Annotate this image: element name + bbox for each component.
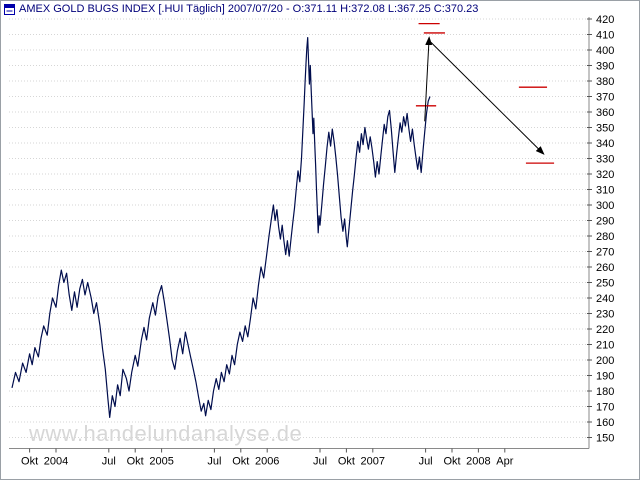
x-axis-label: Okt	[127, 456, 144, 468]
y-axis-label: 170	[596, 402, 614, 414]
annotation-arrow	[424, 36, 433, 122]
y-axis-label: 220	[596, 324, 614, 336]
y-axis-label: 210	[596, 340, 614, 352]
y-axis-label: 320	[596, 169, 614, 181]
y-axis-label: 390	[596, 61, 614, 73]
x-axis-label: Jul	[102, 456, 116, 468]
x-axis-label: Jul	[207, 456, 221, 468]
y-axis-label: 280	[596, 231, 614, 243]
y-axis-label: 230	[596, 309, 614, 321]
y-axis-label: 330	[596, 154, 614, 166]
y-axis-label: 400	[596, 45, 614, 57]
title-bar: AMEX GOLD BUGS INDEX [.HUI Täglich] 2007…	[1, 1, 639, 17]
price-line	[11, 37, 431, 418]
y-axis-label: 380	[596, 76, 614, 88]
y-axis-label: 410	[596, 30, 614, 42]
y-axis-label: 290	[596, 216, 614, 228]
x-axis-label: Okt	[21, 456, 38, 468]
x-axis-label: Apr	[496, 456, 513, 468]
y-axis-label: 200	[596, 355, 614, 367]
y-axis-label: 270	[596, 247, 614, 259]
x-axis-label: 2004	[44, 456, 68, 468]
y-axis-label: 300	[596, 200, 614, 212]
x-axis-label: Okt	[338, 456, 355, 468]
x-axis-label: Jul	[313, 456, 327, 468]
y-axis-label: 360	[596, 107, 614, 119]
y-axis-label: 370	[596, 92, 614, 104]
x-axis-label: 2006	[255, 456, 279, 468]
chart-title: AMEX GOLD BUGS INDEX [.HUI Täglich] 2007…	[19, 2, 479, 15]
annotation-arrow	[430, 41, 545, 155]
y-axis-label: 160	[596, 417, 614, 429]
y-axis-label: 260	[596, 262, 614, 274]
y-axis-label: 310	[596, 185, 614, 197]
y-axis-label: 240	[596, 293, 614, 305]
watermark: www.handelundanalyse.de	[29, 421, 303, 446]
x-axis-label: 2005	[149, 456, 173, 468]
y-axis-label: 250	[596, 278, 614, 290]
y-axis-label: 350	[596, 123, 614, 135]
window-icon	[4, 3, 15, 15]
x-axis-label: Okt	[232, 456, 249, 468]
x-axis-label: Okt	[443, 456, 460, 468]
y-axis-label: 150	[596, 433, 614, 445]
x-axis-label: 2007	[361, 456, 385, 468]
y-axis-label: 340	[596, 138, 614, 150]
y-axis-label: 190	[596, 371, 614, 383]
x-axis-label: Jul	[419, 456, 433, 468]
y-axis-label: 180	[596, 386, 614, 398]
y-axis-label: 420	[596, 14, 614, 26]
plot-area: 420 410 400 390 380 370 360 350 340 330 320 310 300 2…	[9, 14, 614, 468]
x-axis-label: 2008	[466, 456, 490, 468]
